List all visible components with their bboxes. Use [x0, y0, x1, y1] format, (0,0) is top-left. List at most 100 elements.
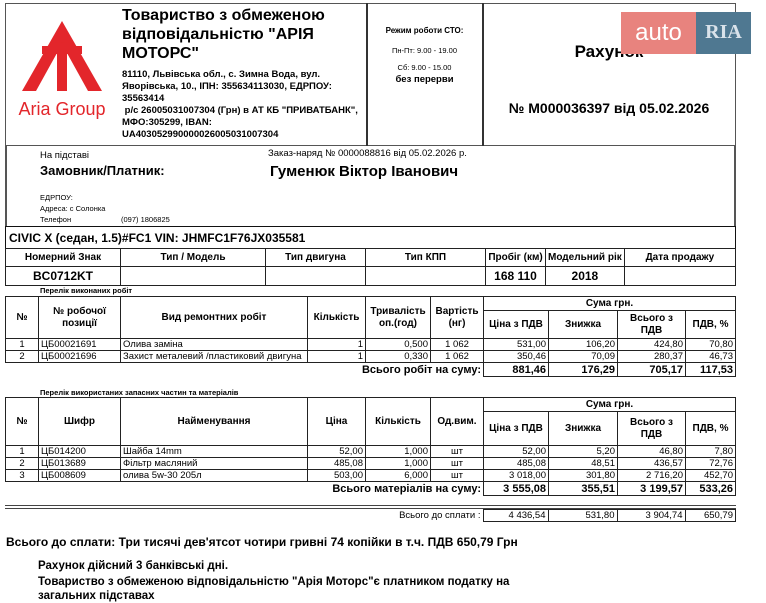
works-header: Тривалість оп.(год)	[365, 296, 431, 339]
hours-weekdays: Пн-Пт: 9.00 - 19.00	[391, 46, 458, 55]
table-cell: 2	[5, 457, 39, 470]
parts-header: Ціна	[307, 397, 366, 446]
table-cell: ЦБ00021696	[38, 350, 121, 363]
company-name: Товариство з обмеженою відповідальністю …	[122, 7, 325, 62]
table-cell: 503,00	[307, 469, 366, 482]
table-cell: Шайба 14mm	[120, 445, 308, 458]
parts-sum-subheader: Ціна з ПДВ	[483, 411, 549, 446]
table-cell: Захист металевий /пластиковий двигуна	[120, 350, 308, 363]
works-header: Вид ремонтних робіт	[120, 296, 308, 339]
parts-header: Найменування	[120, 397, 308, 446]
company-address: 81110, Львівська обл., с. Зимна Вода, ву…	[122, 69, 332, 104]
hours-title: Режим роботи СТО:	[385, 26, 464, 35]
table-cell: 1,000	[365, 445, 431, 458]
table-cell: 1 062	[430, 338, 484, 351]
table-cell: 531,00	[483, 338, 549, 351]
parts-caption: Перелік використаних запасних частин та …	[40, 388, 239, 397]
vehicle-value: 168 110	[485, 266, 546, 286]
table-cell: 6,000	[365, 469, 431, 482]
table-cell: 1	[5, 338, 39, 351]
works-total-value: 705,17	[617, 362, 686, 377]
works-table: № № робочої позиції Вид ремонтних робіт Кіл…	[5, 296, 736, 377]
table-cell: 1	[307, 350, 366, 363]
table-cell: 424,80	[617, 338, 686, 351]
grand-total-label: Всього до сплати :	[399, 510, 481, 521]
table-cell: 0,500	[365, 338, 431, 351]
table-cell: 485,08	[307, 457, 366, 470]
total-in-words: Всього до сплати: Три тисячі дев'ятсот ч…	[6, 535, 518, 549]
table-row: 1 ЦБ00021691 Олива заміна 1 0,500 1 062 531,00…	[5, 338, 736, 351]
basis-label: На підставі	[40, 150, 90, 161]
header-box	[5, 3, 736, 146]
grand-total-discount: 531,80	[547, 509, 618, 522]
tax-note: Товариство з обмеженою відповідальністю …	[38, 576, 510, 602]
table-cell: 0,330	[365, 350, 431, 363]
hours-note: без перерви	[395, 74, 454, 85]
table-cell: олива 5w-30 205л	[120, 469, 308, 482]
table-cell: ЦБ008609	[38, 469, 121, 482]
table-cell: 1	[307, 338, 366, 351]
parts-header: Шифр	[38, 397, 121, 446]
vehicle-header: Пробіг (км)	[485, 248, 546, 267]
parts-total-row: Всього матеріалів на суму: 3 555,08 355,51…	[6, 481, 736, 496]
phone-label: Телефон	[40, 215, 72, 224]
works-caption: Перелік виконаних робіт	[40, 286, 133, 295]
parts-sum-subheader: Всього з ПДВ	[617, 411, 686, 446]
table-cell: 52,00	[307, 445, 366, 458]
table-cell: 436,57	[617, 457, 686, 470]
works-header: № робочої позиції	[38, 296, 121, 339]
payer-name: Гуменюк Віктор Іванович	[270, 163, 459, 180]
table-cell: шт	[430, 457, 484, 470]
validity-note: Рахунок дійсний 3 банківські дні.	[38, 560, 229, 572]
works-header: Кількість	[307, 296, 366, 339]
table-cell: 7,80	[685, 445, 736, 458]
parts-sum-header: Сума грн.	[483, 397, 736, 412]
vehicle-header: Номерний Знак	[5, 248, 121, 267]
table-cell: 72,76	[685, 457, 736, 470]
grand-total-table: Всього до сплати : 4 436,54 531,80 3 904…	[5, 509, 736, 522]
works-header: №	[5, 296, 39, 339]
table-cell: 1 062	[430, 350, 484, 363]
table-cell: 2 716,20	[617, 469, 686, 482]
table-cell: шт	[430, 469, 484, 482]
table-cell: 301,80	[548, 469, 618, 482]
table-cell: 2	[5, 350, 39, 363]
vehicle-value	[265, 266, 366, 286]
parts-header: Од.вим.	[430, 397, 484, 446]
vehicle-header: Тип КПП	[365, 248, 486, 267]
parts-table: № Шифр Найменування Ціна Кількість Од.вим. Сум…	[5, 397, 736, 496]
vehicle-value	[365, 266, 486, 286]
order-reference: Заказ-наряд № 0000088816 від 05.02.2026 …	[268, 148, 467, 159]
vehicle-title: CIVIC X (седан, 1.5)#FC1 VIN: JHMFC1F76J…	[5, 226, 736, 249]
parts-total-value: 355,51	[548, 481, 618, 496]
table-cell: 1	[5, 445, 39, 458]
table-cell: 3 018,00	[483, 469, 549, 482]
table-cell: Фільтр масляний	[120, 457, 308, 470]
works-sum-subheader: Знижка	[548, 310, 618, 339]
table-cell: ЦБ014200	[38, 445, 121, 458]
invoice-number: № М000036397 від 05.02.2026	[508, 100, 710, 116]
table-row: 2 ЦБ013689 Фільтр масляний 485,08 1,000 шт 485…	[5, 457, 736, 470]
table-row: 2 ЦБ00021696 Захист металевий /пластиковий…	[5, 350, 736, 363]
table-cell: 3	[5, 469, 39, 482]
table-cell: 46,73	[685, 350, 736, 363]
aria-group-logo: Aria Group	[12, 16, 112, 119]
parts-sum-subheader: Знижка	[548, 411, 618, 446]
autoria-watermark: auto RIA	[621, 12, 751, 54]
payer-label: Замовник/Платник:	[40, 163, 165, 178]
works-header: Вартість (нг)	[430, 296, 484, 339]
works-total-value: 176,29	[548, 362, 618, 377]
vehicle-header: Дата продажу	[623, 248, 737, 267]
table-row: 1 ЦБ014200 Шайба 14mm 52,00 1,000 шт 52,00 5,20…	[5, 445, 736, 458]
table-cell: 70,80	[685, 338, 736, 351]
works-total-value: 881,46	[483, 362, 549, 377]
hours-saturday: Сб: 9.00 - 15.00	[397, 63, 452, 72]
customer-address: Адреса: с Солонка	[40, 204, 106, 213]
works-sum-subheader: Всього з ПДВ	[617, 310, 686, 339]
vehicle-value: 2018	[545, 266, 625, 286]
table-cell: 5,20	[548, 445, 618, 458]
parts-total-value: 3 555,08	[483, 481, 549, 496]
grand-total-with-vat: 3 904,74	[616, 509, 686, 522]
grand-total-price: 4 436,54	[482, 509, 549, 522]
company-bank: р/с 26005031007304 (Грн) в АТ КБ "ПРИВАТ…	[122, 105, 361, 140]
